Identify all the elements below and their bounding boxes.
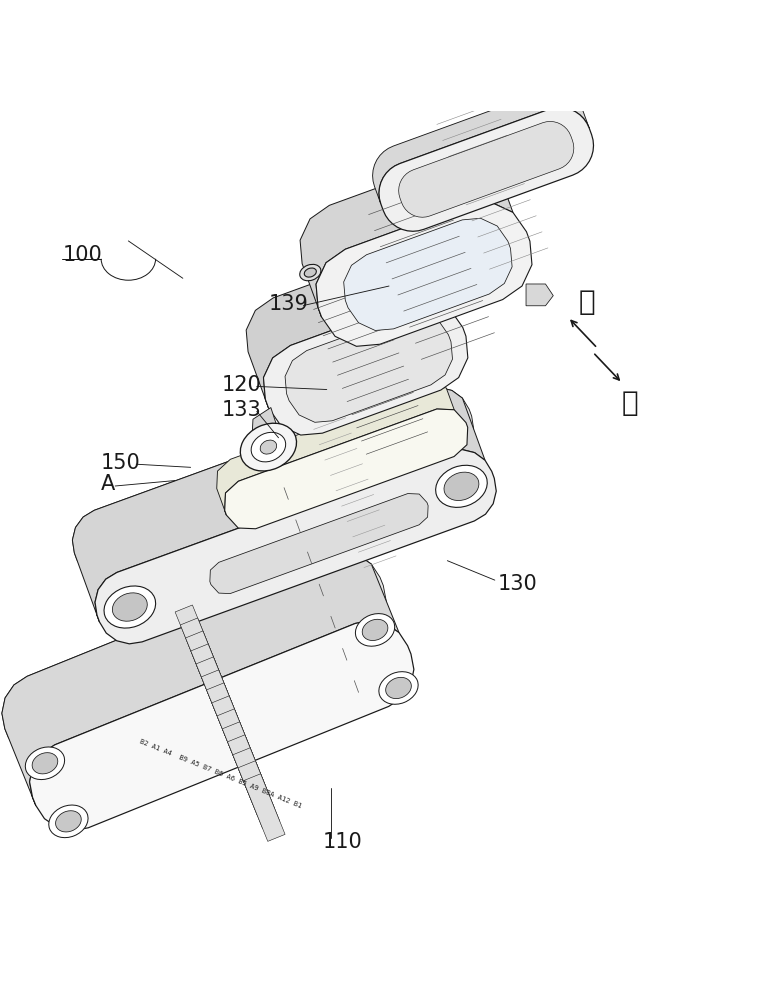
Polygon shape <box>526 284 553 306</box>
Ellipse shape <box>32 753 58 774</box>
Polygon shape <box>316 202 532 346</box>
Polygon shape <box>285 313 453 422</box>
Text: 130: 130 <box>498 574 538 594</box>
Polygon shape <box>233 748 275 815</box>
Ellipse shape <box>356 614 394 646</box>
Polygon shape <box>264 300 468 435</box>
Polygon shape <box>379 107 594 231</box>
Polygon shape <box>30 621 414 831</box>
Polygon shape <box>2 552 399 806</box>
Polygon shape <box>191 644 233 712</box>
Polygon shape <box>344 218 512 330</box>
Ellipse shape <box>444 472 479 501</box>
Polygon shape <box>398 121 574 217</box>
Ellipse shape <box>300 264 321 281</box>
Text: 133: 133 <box>222 400 261 420</box>
Ellipse shape <box>363 619 388 641</box>
Polygon shape <box>223 722 264 789</box>
Polygon shape <box>72 387 474 582</box>
Ellipse shape <box>379 672 418 704</box>
Text: 110: 110 <box>323 832 363 852</box>
Text: 120: 120 <box>222 375 261 395</box>
Text: 100: 100 <box>62 245 102 265</box>
Ellipse shape <box>260 440 277 454</box>
Ellipse shape <box>240 423 296 471</box>
Polygon shape <box>175 605 217 673</box>
Text: 139: 139 <box>268 294 308 314</box>
Polygon shape <box>244 774 285 841</box>
Polygon shape <box>300 159 513 317</box>
Ellipse shape <box>304 268 317 277</box>
Polygon shape <box>227 735 269 802</box>
Text: A: A <box>101 474 115 494</box>
Ellipse shape <box>386 677 412 699</box>
Ellipse shape <box>104 586 156 628</box>
Polygon shape <box>238 761 280 828</box>
Polygon shape <box>180 618 223 686</box>
Text: 后: 后 <box>622 389 639 417</box>
Polygon shape <box>210 494 428 594</box>
Text: 前: 前 <box>579 288 596 316</box>
Polygon shape <box>202 670 243 737</box>
Polygon shape <box>251 408 281 457</box>
Polygon shape <box>217 387 454 515</box>
Ellipse shape <box>112 593 147 621</box>
Polygon shape <box>95 450 496 644</box>
Polygon shape <box>373 90 589 204</box>
Polygon shape <box>186 631 227 699</box>
Polygon shape <box>246 253 450 408</box>
Polygon shape <box>217 709 259 776</box>
Ellipse shape <box>26 747 65 780</box>
Polygon shape <box>2 552 386 762</box>
Text: B2 A1 A4  B9 A5 B7 B6 A6 B5 A9 B8A A12 B1: B2 A1 A4 B9 A5 B7 B6 A6 B5 A9 B8A A12 B1 <box>139 738 303 809</box>
Ellipse shape <box>55 811 81 832</box>
Ellipse shape <box>436 465 487 507</box>
Polygon shape <box>207 683 248 750</box>
Polygon shape <box>72 387 485 622</box>
Polygon shape <box>212 696 254 763</box>
Polygon shape <box>196 657 238 725</box>
Text: 150: 150 <box>101 453 141 473</box>
Ellipse shape <box>251 432 286 462</box>
Polygon shape <box>225 409 468 529</box>
Ellipse shape <box>49 805 88 838</box>
